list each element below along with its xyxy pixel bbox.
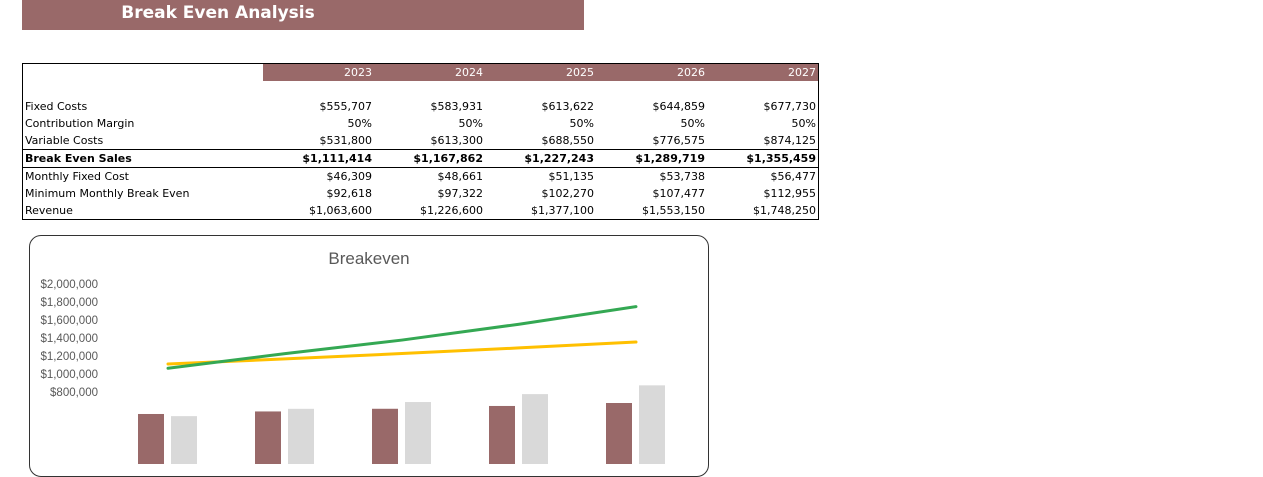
year-header: 2023 — [263, 63, 374, 81]
cell: $1,553,150 — [642, 203, 705, 217]
bar — [288, 408, 314, 464]
cell: 50% — [569, 116, 594, 130]
cell: $51,135 — [548, 169, 595, 183]
row-label: Break Even Sales — [22, 149, 263, 168]
table-row: Contribution Margin 50% 50% 50% 50% 50% — [23, 115, 819, 132]
cell: $48,661 — [437, 169, 484, 183]
bar — [255, 411, 281, 464]
chart-title: Breakeven — [328, 249, 409, 268]
header-row: 2023 2024 2025 2026 2027 — [23, 63, 819, 81]
bar — [639, 385, 665, 464]
cell: 50% — [347, 116, 372, 130]
year-header: 2027 — [707, 63, 819, 81]
year-header: 2025 — [485, 63, 596, 81]
cell: $1,377,100 — [531, 203, 594, 217]
cell: $555,707 — [319, 99, 373, 113]
cell: $92,618 — [326, 186, 373, 200]
break-even-sales-line — [166, 340, 638, 366]
bar — [171, 416, 197, 464]
y-tick-label: $1,800,000 — [40, 297, 98, 309]
table-row: Variable Costs $531,800 $613,300 $688,550 $7… — [23, 132, 819, 150]
cell: $1,111,414 — [263, 149, 374, 168]
cell: $1,226,600 — [420, 203, 483, 217]
bar — [372, 408, 398, 464]
cell: $1,355,459 — [707, 149, 819, 168]
cell: $102,270 — [541, 186, 595, 200]
row-label: Variable Costs — [25, 133, 104, 147]
y-tick-label: $800,000 — [50, 387, 98, 399]
cell: $107,477 — [652, 186, 706, 200]
cell: $53,738 — [659, 169, 706, 183]
revenue-line — [166, 305, 638, 370]
cell: $97,322 — [437, 186, 484, 200]
cell: 50% — [680, 116, 705, 130]
row-label: Revenue — [25, 203, 73, 217]
table-row: Monthly Fixed Cost $46,309 $48,661 $51,135 $… — [23, 168, 819, 186]
cell: $112,955 — [763, 186, 817, 200]
cell: $1,748,250 — [753, 203, 816, 217]
row-label: Contribution Margin — [25, 116, 135, 130]
table-row: Break Even Sales $1,111,414 $1,167,862 $1,2… — [22, 149, 819, 168]
cell: $677,730 — [763, 99, 817, 113]
cell: $688,550 — [541, 133, 595, 147]
cell: $583,931 — [430, 99, 484, 113]
cell: 50% — [458, 116, 483, 130]
row-label: Minimum Monthly Break Even — [25, 186, 190, 200]
row-label: Fixed Costs — [25, 99, 88, 113]
y-tick-label: $2,000,000 — [40, 279, 98, 291]
y-tick-label: $1,600,000 — [40, 315, 98, 327]
cell: $1,063,600 — [309, 203, 372, 217]
cell: $874,125 — [763, 133, 817, 147]
cell: $56,477 — [770, 169, 817, 183]
y-tick-label: $1,200,000 — [40, 351, 98, 363]
bar — [606, 403, 632, 464]
cell: $613,300 — [430, 133, 484, 147]
title-text: Break Even Analysis — [121, 3, 315, 23]
year-header: 2024 — [374, 63, 485, 81]
y-tick-label: $1,400,000 — [40, 333, 98, 345]
cell: $46,309 — [326, 169, 373, 183]
bar — [138, 413, 164, 464]
table-row: Minimum Monthly Break Even $92,618 $97,322… — [23, 185, 819, 202]
row-label: Monthly Fixed Cost — [25, 169, 129, 183]
cell: 50% — [791, 116, 816, 130]
year-header: 2026 — [596, 63, 707, 81]
cell: $1,289,719 — [596, 149, 707, 168]
breakeven-chart: Breakeven $800,000 $1,000,000 $1,200,000 $1,… — [29, 235, 709, 477]
bar — [405, 402, 431, 464]
cell: $644,859 — [652, 99, 706, 113]
page-title: Break Even Analysis — [22, 0, 584, 30]
cell: $613,622 — [541, 99, 595, 113]
table-row: Revenue $1,063,600 $1,226,600 $1,377,100 $1,… — [23, 202, 819, 220]
table-row: Fixed Costs $555,707 $583,931 $613,622 $644,… — [23, 98, 819, 115]
bar — [489, 405, 515, 464]
break-even-table: 2023 2024 2025 2026 2027 Fixed Costs $555,707 $… — [22, 63, 819, 220]
cell: $1,167,862 — [374, 149, 485, 168]
cell: $1,227,243 — [485, 149, 596, 168]
cell: $776,575 — [652, 133, 706, 147]
cell: $531,800 — [319, 133, 373, 147]
y-tick-label: $1,000,000 — [40, 369, 98, 381]
